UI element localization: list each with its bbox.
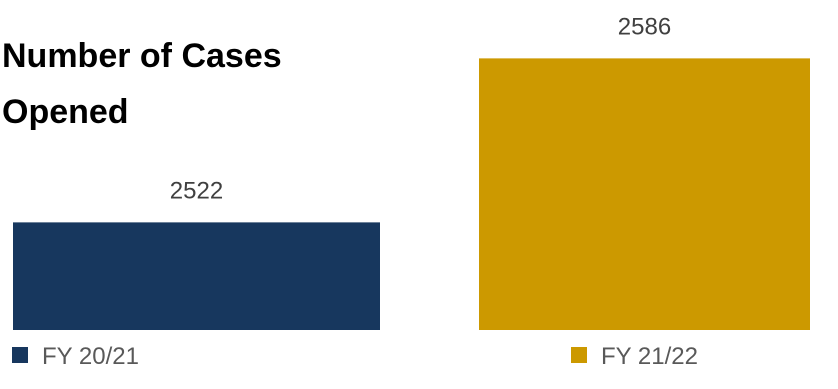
value-label: 2586 (618, 13, 671, 40)
bar (479, 58, 810, 330)
legend-label: FY 20/21 (42, 343, 139, 370)
legend-swatch (12, 347, 28, 363)
value-label: 2522 (170, 177, 223, 204)
legend-swatch (571, 347, 587, 363)
legend-label: FY 21/22 (601, 343, 698, 370)
chart-title: Number of Cases Opened (2, 37, 282, 131)
bar (13, 222, 380, 330)
